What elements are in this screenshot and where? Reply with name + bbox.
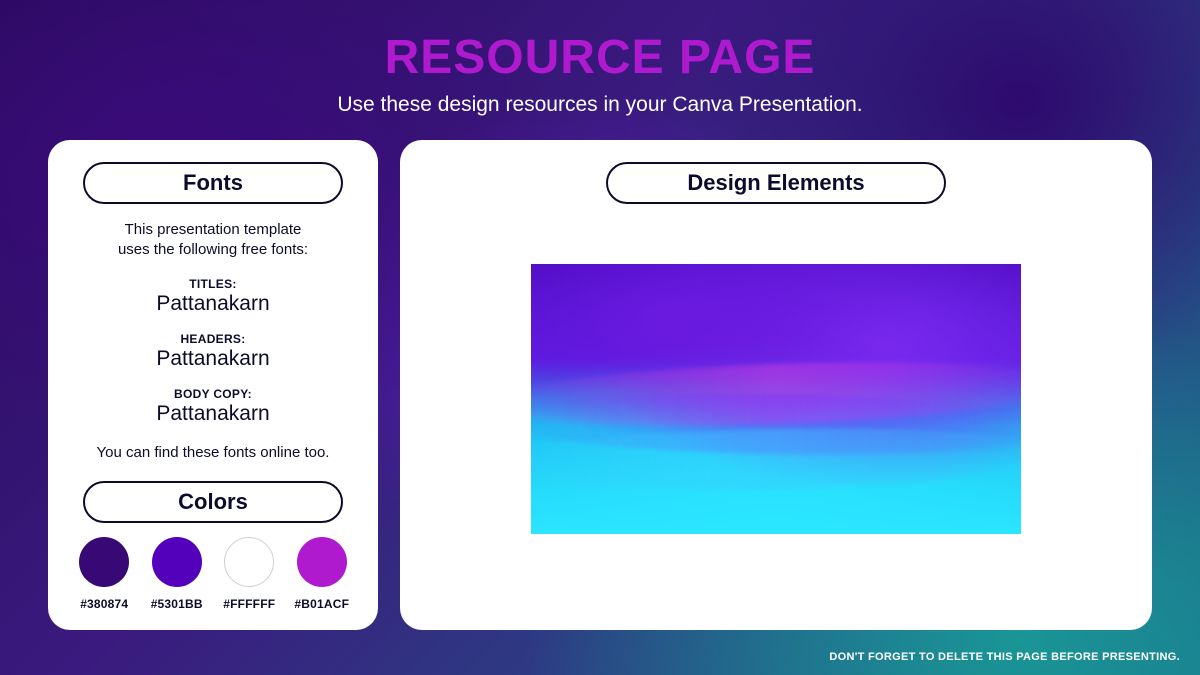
swatch-label: #5301BB	[151, 597, 203, 611]
header: RESOURCE PAGE Use these design resources…	[0, 30, 1200, 117]
swatch-row: #380874 #5301BB #FFFFFF #B01ACF	[70, 537, 356, 611]
swatch-label: #B01ACF	[294, 597, 349, 611]
swatch-item: #5301BB	[143, 537, 212, 611]
font-block-titles: TITLES: Pattanakarn	[156, 277, 269, 316]
swatch-item: #380874	[70, 537, 139, 611]
color-swatch	[79, 537, 129, 587]
fonts-heading: Fonts	[83, 162, 343, 204]
swatch-label: #FFFFFF	[223, 597, 275, 611]
font-label: BODY COPY:	[156, 387, 269, 401]
page-title: RESOURCE PAGE	[0, 30, 1200, 85]
font-label: TITLES:	[156, 277, 269, 291]
color-swatch	[297, 537, 347, 587]
font-name: Pattanakarn	[156, 347, 269, 371]
font-label: HEADERS:	[156, 332, 269, 346]
footer-note: DON'T FORGET TO DELETE THIS PAGE BEFORE …	[829, 651, 1180, 663]
design-element-preview	[531, 264, 1021, 534]
fonts-intro-line1: This presentation template	[125, 221, 302, 238]
page-subtitle: Use these design resources in your Canva…	[0, 93, 1200, 117]
colors-heading: Colors	[83, 481, 343, 523]
design-elements-heading: Design Elements	[606, 162, 946, 204]
colors-heading-wrap: Colors	[83, 481, 343, 523]
font-block-body: BODY COPY: Pattanakarn	[156, 387, 269, 426]
fonts-panel: Fonts This presentation template uses th…	[48, 140, 378, 630]
swatch-item: #B01ACF	[288, 537, 357, 611]
font-name: Pattanakarn	[156, 402, 269, 426]
color-swatch	[224, 537, 274, 587]
fonts-intro-line2: uses the following free fonts:	[118, 241, 308, 258]
fonts-intro: This presentation template uses the foll…	[118, 220, 308, 261]
swatch-item: #FFFFFF	[215, 537, 284, 611]
font-block-headers: HEADERS: Pattanakarn	[156, 332, 269, 371]
swatch-label: #380874	[80, 597, 128, 611]
fonts-note: You can find these fonts online too.	[97, 444, 330, 461]
design-elements-panel: Design Elements	[400, 140, 1152, 630]
font-name: Pattanakarn	[156, 292, 269, 316]
color-swatch	[152, 537, 202, 587]
